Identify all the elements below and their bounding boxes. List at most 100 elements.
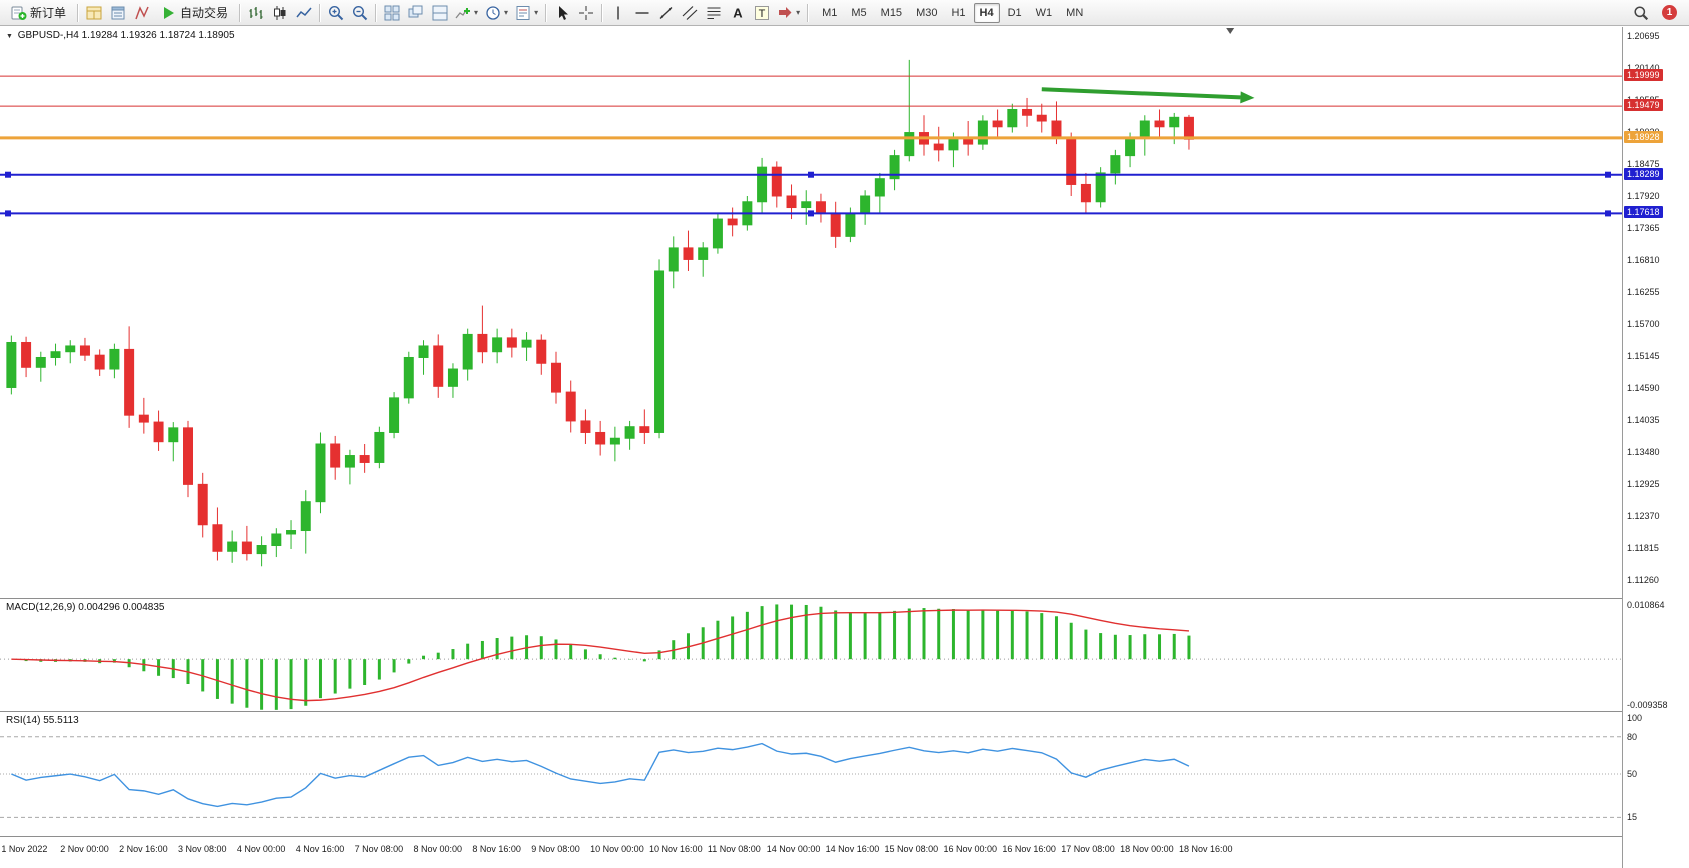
timeframe-m15[interactable]: M15 bbox=[880, 6, 903, 19]
horizontal-line-icon bbox=[634, 5, 650, 21]
line-selection-handle[interactable] bbox=[1605, 210, 1611, 217]
time-axis-label: 17 Nov 08:00 bbox=[1061, 844, 1115, 854]
market-watch-icon bbox=[86, 5, 102, 21]
price-axis: 1.206951.201401.195851.190301.184751.179… bbox=[1622, 27, 1689, 868]
pane-divider[interactable] bbox=[0, 836, 1689, 837]
crosshair-button[interactable] bbox=[574, 2, 597, 24]
autotrading-button[interactable]: 自动交易 bbox=[154, 2, 235, 24]
trendline-button[interactable] bbox=[654, 2, 677, 24]
line-selection-handle[interactable] bbox=[808, 171, 814, 178]
timeframe-mn[interactable]: MN bbox=[1066, 6, 1084, 19]
timeframe-w1[interactable]: W1 bbox=[1035, 6, 1053, 19]
crosshair-icon bbox=[578, 5, 594, 21]
chart-title: ▼ GBPUSD-,H4 1.19284 1.19326 1.18724 1.1… bbox=[6, 30, 235, 41]
zoom-out-icon bbox=[352, 5, 368, 21]
macd-signal-line bbox=[11, 609, 1190, 702]
time-axis-label: 2 Nov 16:00 bbox=[119, 844, 168, 854]
line-chart-button[interactable] bbox=[292, 2, 315, 24]
time-axis: 1 Nov 2022 2 Nov 00:00 2 Nov 16:00 3 Nov 08… bbox=[0, 837, 1622, 868]
line-selection-handle[interactable] bbox=[808, 210, 814, 217]
hlines-layer[interactable] bbox=[0, 75, 1622, 217]
cursor-icon bbox=[554, 5, 570, 21]
rsi-pane-canvas[interactable] bbox=[0, 712, 1622, 836]
new-order-icon bbox=[11, 5, 27, 21]
toolbar-right-tools: 1 bbox=[1629, 2, 1685, 24]
search-button[interactable] bbox=[1629, 2, 1652, 24]
svg-text:T: T bbox=[758, 8, 765, 20]
macd-pane-canvas[interactable] bbox=[0, 599, 1622, 711]
rsi-value: 55.5113 bbox=[43, 715, 79, 726]
templates-button[interactable]: ▾ bbox=[512, 2, 541, 24]
time-axis-label: 4 Nov 16:00 bbox=[295, 844, 345, 854]
notifications-badge[interactable]: 1 bbox=[1662, 5, 1677, 20]
label-button[interactable]: T bbox=[750, 2, 773, 24]
horizontal-line-button[interactable] bbox=[630, 2, 653, 24]
time-axis-label: 15 Nov 08:00 bbox=[884, 844, 939, 854]
chart-symbol-period: GBPUSD-,H4 bbox=[17, 30, 79, 41]
tile-windows-button[interactable] bbox=[380, 2, 403, 24]
time-axis-label: 14 Nov 16:00 bbox=[825, 844, 880, 854]
candlestick-chart-button[interactable] bbox=[268, 2, 291, 24]
timeframe-h4[interactable]: H4 bbox=[973, 2, 1000, 23]
main-chart-canvas[interactable] bbox=[0, 27, 1622, 598]
price-axis-label: 1.11260 bbox=[1627, 575, 1659, 586]
macd-axis-max-label: 0.010864 bbox=[1627, 600, 1665, 610]
toolbar-separator bbox=[375, 3, 377, 22]
time-axis-label: 7 Nov 08:00 bbox=[354, 844, 404, 854]
timeframe-bar: M1 M5 M15 M30 H1 H4 D1 W1 MN bbox=[816, 2, 1089, 23]
price-axis-label: 1.12370 bbox=[1627, 511, 1660, 522]
new-order-button[interactable]: 新订单 bbox=[4, 2, 73, 24]
pane-divider[interactable] bbox=[0, 598, 1689, 599]
fibonacci-icon bbox=[706, 5, 722, 21]
time-axis-label: 4 Nov 00:00 bbox=[236, 844, 286, 854]
toolbar-separator bbox=[601, 3, 603, 22]
indicators-icon bbox=[455, 5, 471, 21]
chart-window[interactable]: ▼ GBPUSD-,H4 1.19284 1.19326 1.18724 1.1… bbox=[0, 27, 1689, 868]
timeframe-d1[interactable]: D1 bbox=[1007, 6, 1022, 19]
timeframe-m30[interactable]: M30 bbox=[916, 6, 938, 19]
zoom-in-button[interactable] bbox=[324, 2, 347, 24]
line-selection-handle[interactable] bbox=[5, 171, 11, 178]
data-window-button[interactable] bbox=[106, 2, 129, 24]
time-axis-label: 10 Nov 16:00 bbox=[649, 844, 703, 854]
time-axis-label: 1 Nov 2022 bbox=[1, 844, 48, 854]
price-axis-label: 1.17920 bbox=[1627, 190, 1660, 201]
time-axis-label: 2 Nov 00:00 bbox=[60, 844, 109, 854]
autotrading-button-label: 自动交易 bbox=[180, 6, 229, 20]
price-axis-label: 1.12925 bbox=[1627, 479, 1660, 490]
arrange-windows-button[interactable] bbox=[428, 2, 451, 24]
bar-chart-button[interactable] bbox=[244, 2, 267, 24]
pane-divider[interactable] bbox=[0, 711, 1689, 712]
timeframe-h1[interactable]: H1 bbox=[951, 6, 966, 19]
periods-button[interactable]: ▾ bbox=[482, 2, 511, 24]
bar-chart-icon bbox=[248, 5, 264, 21]
chart-objects-caret-icon[interactable]: ▼ bbox=[6, 33, 13, 40]
indicators-button[interactable]: ▾ bbox=[452, 2, 481, 24]
arrows-icon bbox=[777, 5, 793, 21]
templates-icon bbox=[515, 5, 531, 21]
arrows-button[interactable]: ▾ bbox=[774, 2, 803, 24]
trend-arrow-object[interactable] bbox=[1041, 87, 1255, 104]
fibonacci-button[interactable] bbox=[702, 2, 725, 24]
cascade-windows-button[interactable] bbox=[404, 2, 427, 24]
candlestick-chart-icon bbox=[272, 5, 288, 21]
navigator-button[interactable] bbox=[130, 2, 153, 24]
toolbar-separator bbox=[545, 3, 547, 22]
price-axis-label: 1.16255 bbox=[1627, 287, 1660, 298]
time-axis-label: 8 Nov 16:00 bbox=[472, 844, 521, 854]
vertical-line-button[interactable] bbox=[606, 2, 629, 24]
text-button[interactable]: A bbox=[726, 2, 749, 24]
zoom-out-button[interactable] bbox=[348, 2, 371, 24]
time-axis-label: 9 Nov 08:00 bbox=[531, 844, 580, 854]
market-watch-button[interactable] bbox=[82, 2, 105, 24]
line-selection-handle[interactable] bbox=[1605, 171, 1611, 178]
cursor-button[interactable] bbox=[550, 2, 573, 24]
line-selection-handle[interactable] bbox=[5, 210, 11, 217]
time-axis-label: 10 Nov 00:00 bbox=[590, 844, 644, 854]
timeframe-m1[interactable]: M1 bbox=[822, 6, 838, 19]
timeframe-m5[interactable]: M5 bbox=[851, 6, 867, 19]
channel-button[interactable] bbox=[678, 2, 701, 24]
price-axis-label: 1.20695 bbox=[1627, 30, 1660, 41]
price-axis-label: 1.16810 bbox=[1627, 255, 1660, 265]
tile-windows-icon bbox=[384, 5, 400, 21]
